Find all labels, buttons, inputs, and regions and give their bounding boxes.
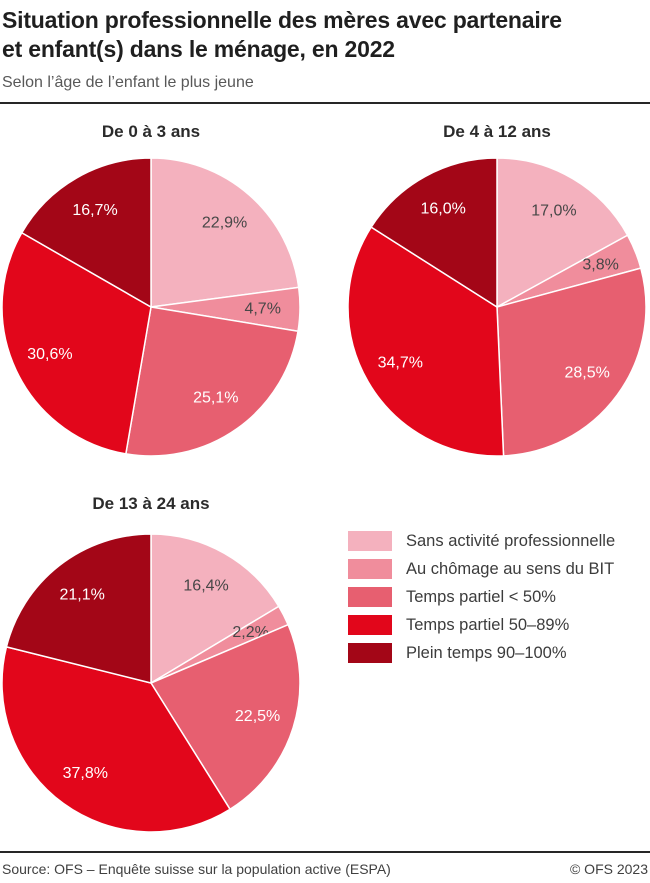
pie-slice-temps-partiel-50-89 [347, 226, 505, 457]
legend-label: Temps partiel < 50% [406, 588, 556, 606]
legend-label: Plein temps 90–100% [406, 644, 567, 662]
pie-title-4-12-ans: De 4 à 12 ans [443, 122, 551, 141]
pie-chart-0-3-ans: 22,9% 4,7% 25,1% 30,6% 16,7% [1, 157, 301, 457]
pie-chart-4-12-ans: 17,0% 3,8% 28,5% 34,7% 16,0% [347, 157, 647, 457]
footer-copyright: © OFS 2023 [569, 861, 648, 877]
pie-value-label: 16,7% [72, 202, 117, 219]
pie-chart-13-24-ans: 16,4%2,2%22,5%37,8%21,1% [1, 533, 301, 833]
pie-value-label: 16,0% [421, 201, 466, 218]
pie-value-label: 22,9% [202, 214, 247, 231]
pie-slice-sans-activite [496, 157, 629, 308]
legend-label: Sans activité professionnelle [406, 532, 616, 550]
pie-title-0-3-ans: De 0 à 3 ans [101, 122, 201, 141]
pie-value-label: 28,5% [565, 365, 610, 382]
footer-divider [0, 851, 650, 853]
pie-value-label: 21,1% [60, 586, 105, 603]
legend-swatch-temps-partiel-50-89 [348, 615, 392, 635]
pie-value-label: 3,8% [582, 257, 618, 274]
pie-slice-plein-temps-90-100 [21, 157, 152, 308]
pie-value-label: 34,7% [378, 355, 423, 372]
pie-slice-plein-temps-90-100 [5, 533, 152, 684]
pie-value-label: 4,7% [244, 300, 280, 317]
legend-row: Sans activité professionnelle [348, 531, 615, 551]
pie-slice-temps-partiel-50-89 [1, 232, 152, 455]
header-divider [0, 102, 650, 104]
legend-row: Temps partiel 50–89% [348, 615, 615, 635]
pie-value-label: 30,6% [27, 346, 72, 363]
pie-slice-temps-partiel-moins50 [150, 623, 301, 811]
page-subtitle: Selon l’âge de l’enfant le plus jeune [2, 74, 254, 91]
legend-swatch-plein-temps-90-100 [348, 643, 392, 663]
page-title: Situation professionnelle des mères avec… [0, 0, 650, 64]
legend-swatch-sans-activite [348, 531, 392, 551]
page-title-line2: et enfant(s) dans le ménage, en 2022 [2, 36, 395, 62]
legend-swatch-temps-partiel-moins50 [348, 587, 392, 607]
legend-row: Temps partiel < 50% [348, 587, 615, 607]
pie-slice-temps-partiel-50-89 [1, 646, 231, 833]
pie-title-13-24-ans: De 13 à 24 ans [92, 494, 210, 513]
pie-value-label: 25,1% [193, 390, 238, 407]
legend-label: Au chômage au sens du BIT [406, 560, 615, 578]
pie-value-label: 16,4% [183, 577, 228, 594]
legend: Sans activité professionnelle Au chômage… [348, 531, 615, 663]
page-title-line1: Situation professionnelle des mères avec… [2, 7, 562, 33]
pie-slice-sans-activite [150, 157, 300, 308]
pie-slice-plein-temps-90-100 [370, 157, 498, 308]
pie-slice-temps-partiel-moins50 [125, 306, 299, 457]
legend-swatch-au-chomage-bit [348, 559, 392, 579]
pie-slice-sans-activite [150, 533, 280, 684]
legend-row: Plein temps 90–100% [348, 643, 615, 663]
pie-value-label: 22,5% [235, 708, 280, 725]
pie-slice-temps-partiel-moins50 [496, 267, 647, 457]
pie-value-label: 37,8% [63, 765, 108, 782]
footer-source: Source: OFS – Enquête suisse sur la popu… [2, 861, 391, 877]
legend-label: Temps partiel 50–89% [406, 616, 570, 634]
legend-row: Au chômage au sens du BIT [348, 559, 615, 579]
pie-value-label: 17,0% [531, 202, 576, 219]
